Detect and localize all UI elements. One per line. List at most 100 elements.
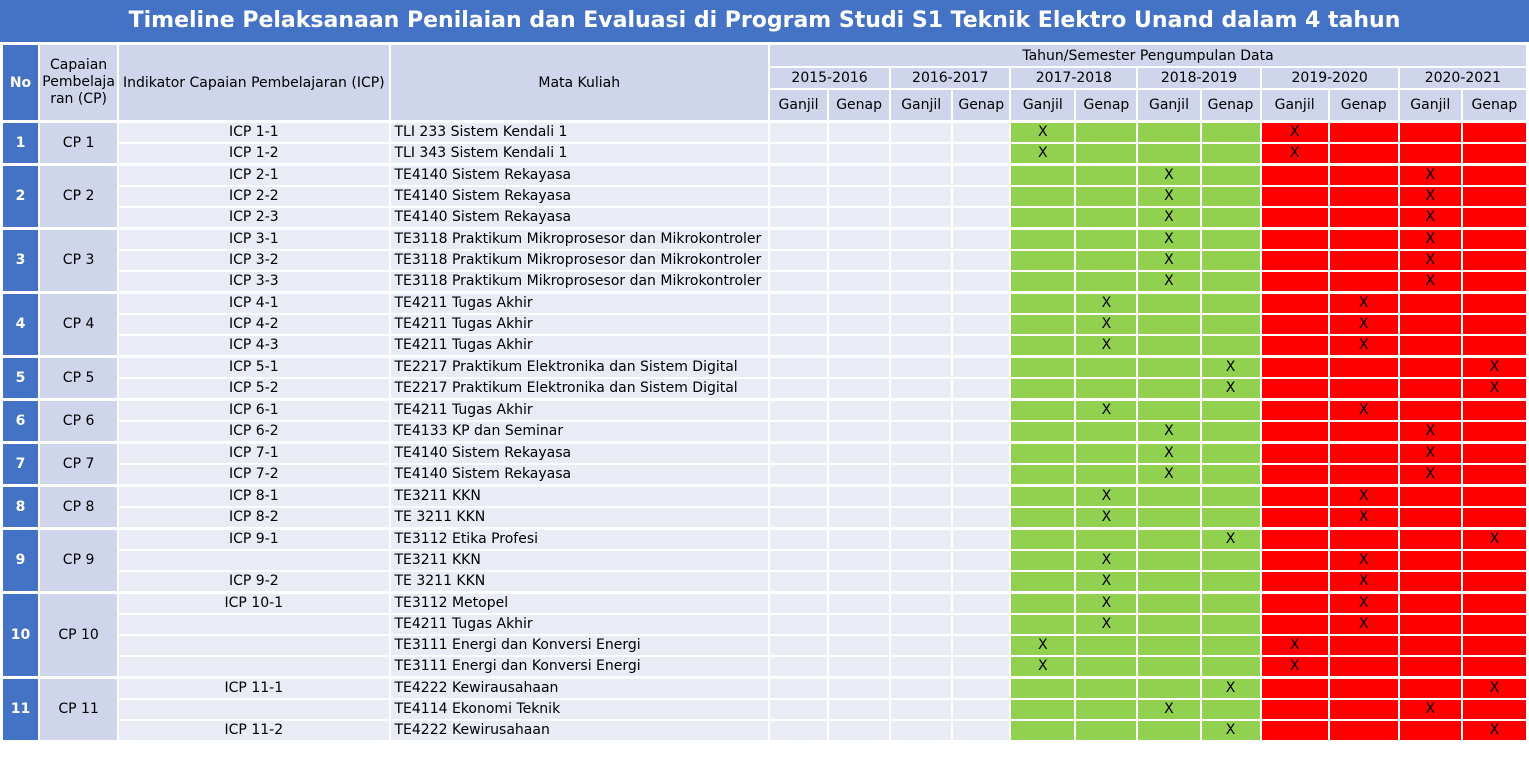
cell-empty [1329, 272, 1398, 291]
cell-empty [1261, 422, 1328, 441]
cell-no: 9 [3, 529, 39, 591]
cell-empty [1329, 187, 1398, 206]
cell-empty [1329, 721, 1398, 740]
table-header: No Capaian Pembelajaran (CP) Indikator C… [3, 45, 1526, 120]
cell-empty [1138, 572, 1200, 591]
cell-empty [953, 465, 1010, 484]
cell-mark: X [1399, 208, 1461, 227]
cell-empty [953, 615, 1010, 634]
cell-icp: ICP 6-1 [119, 400, 389, 420]
cell-empty [770, 529, 828, 549]
cell-empty [1399, 593, 1461, 613]
cell-empty [1011, 379, 1075, 398]
cell-empty [891, 572, 952, 591]
cell-empty [1261, 508, 1328, 527]
table-row: 6 CP 6 ICP 6-1 TE4211 Tugas Akhir X X [3, 400, 1526, 441]
table-row: TE3111 Energi dan Konversi Energi X X [3, 636, 1526, 655]
table-row: ICP 11-2 TE4222 Kewirusahaan X X [3, 721, 1526, 740]
cell-icp: ICP 1-2 [119, 144, 389, 163]
table-row: TE4114 Ekonomi Teknik X X [3, 700, 1526, 719]
semester-header: Genap [1329, 90, 1398, 120]
cell-mark: X [1011, 144, 1075, 163]
cell-empty [770, 187, 828, 206]
cell-mark: X [1462, 357, 1526, 377]
table-row: TE4211 Tugas Akhir X X [3, 615, 1526, 634]
year-header: 2019-2020 [1261, 68, 1398, 88]
cell-empty [770, 400, 828, 420]
cell-empty [770, 700, 828, 719]
cell-empty [829, 678, 890, 698]
cell-empty [1261, 721, 1328, 740]
cell-empty [1076, 144, 1137, 163]
cell-mark: X [1076, 400, 1137, 420]
table-row: ICP 2-3 TE4140 Sistem Rekayasa X X [3, 208, 1526, 227]
cell-empty [1462, 465, 1526, 484]
cell-empty [1201, 336, 1260, 355]
semester-header: Ganjil [1011, 90, 1075, 120]
cell-mark: X [1138, 465, 1200, 484]
cell-mark: X [1329, 486, 1398, 506]
cell-empty [1399, 615, 1461, 634]
year-header: 2020-2021 [1399, 68, 1526, 88]
cell-mark: X [1076, 508, 1137, 527]
cell-icp: ICP 2-3 [119, 208, 389, 227]
cell-empty [1201, 422, 1260, 441]
cell-course: TE4211 Tugas Akhir [390, 336, 768, 355]
cell-empty [770, 572, 828, 591]
table-row: 4 CP 4 ICP 4-1 TE4211 Tugas Akhir X X [3, 293, 1526, 355]
cell-empty [1399, 336, 1461, 355]
cell-mark: X [1462, 529, 1526, 549]
cell-icp: ICP 5-1 [119, 357, 389, 377]
cell-empty [770, 486, 828, 506]
cell-empty [829, 379, 890, 398]
cell-icp: ICP 9-2 [119, 572, 389, 591]
cell-mark: X [1076, 551, 1137, 570]
cell-empty [953, 486, 1010, 506]
cell-course: TE4133 KP dan Seminar [390, 422, 768, 441]
cell-empty [953, 572, 1010, 591]
cell-empty [1329, 379, 1398, 398]
cell-icp: ICP 11-1 [119, 678, 389, 698]
cell-empty [1076, 465, 1137, 484]
cell-empty [953, 422, 1010, 441]
cell-empty [1261, 165, 1328, 185]
semester-header: Ganjil [891, 90, 952, 120]
table-row: ICP 4-3 TE4211 Tugas Akhir X X [3, 336, 1526, 355]
cell-empty [1011, 357, 1075, 377]
cell-mark: X [1399, 229, 1461, 249]
table-row: 11 CP 11 ICP 11-1 TE4222 Kewirausahaan X X [3, 678, 1526, 740]
cell-course: TE 3211 KKN [390, 508, 768, 527]
cell-empty [953, 208, 1010, 227]
cell-empty [829, 721, 890, 740]
cell-mark: X [1329, 593, 1398, 613]
cell-empty [1138, 122, 1200, 142]
cell-course: TE4211 Tugas Akhir [390, 400, 768, 420]
cell-empty [1462, 208, 1526, 227]
cell-mark: X [1261, 636, 1328, 655]
cell-empty [1011, 272, 1075, 291]
cell-empty [770, 465, 828, 484]
cell-empty [891, 122, 952, 142]
cell-empty [953, 379, 1010, 398]
cell-mark: X [1138, 165, 1200, 185]
cell-empty [1011, 187, 1075, 206]
cell-empty [1138, 315, 1200, 334]
cell-empty [770, 636, 828, 655]
cell-empty [1462, 486, 1526, 506]
cell-empty [829, 486, 890, 506]
cell-empty [770, 251, 828, 270]
cell-mark: X [1399, 165, 1461, 185]
table-row: 2 CP 2 ICP 2-1 TE4140 Sistem Rekayasa X X [3, 165, 1526, 227]
cell-empty [1076, 272, 1137, 291]
cell-cp: CP 5 [40, 357, 118, 398]
cell-empty [1138, 486, 1200, 506]
cell-empty [1011, 229, 1075, 249]
cell-empty [1261, 529, 1328, 549]
cell-empty [953, 529, 1010, 549]
cell-empty [770, 379, 828, 398]
cell-course: TE4140 Sistem Rekayasa [390, 187, 768, 206]
cell-empty [1201, 315, 1260, 334]
cell-mark: X [1076, 293, 1137, 313]
semester-header: Genap [953, 90, 1010, 120]
